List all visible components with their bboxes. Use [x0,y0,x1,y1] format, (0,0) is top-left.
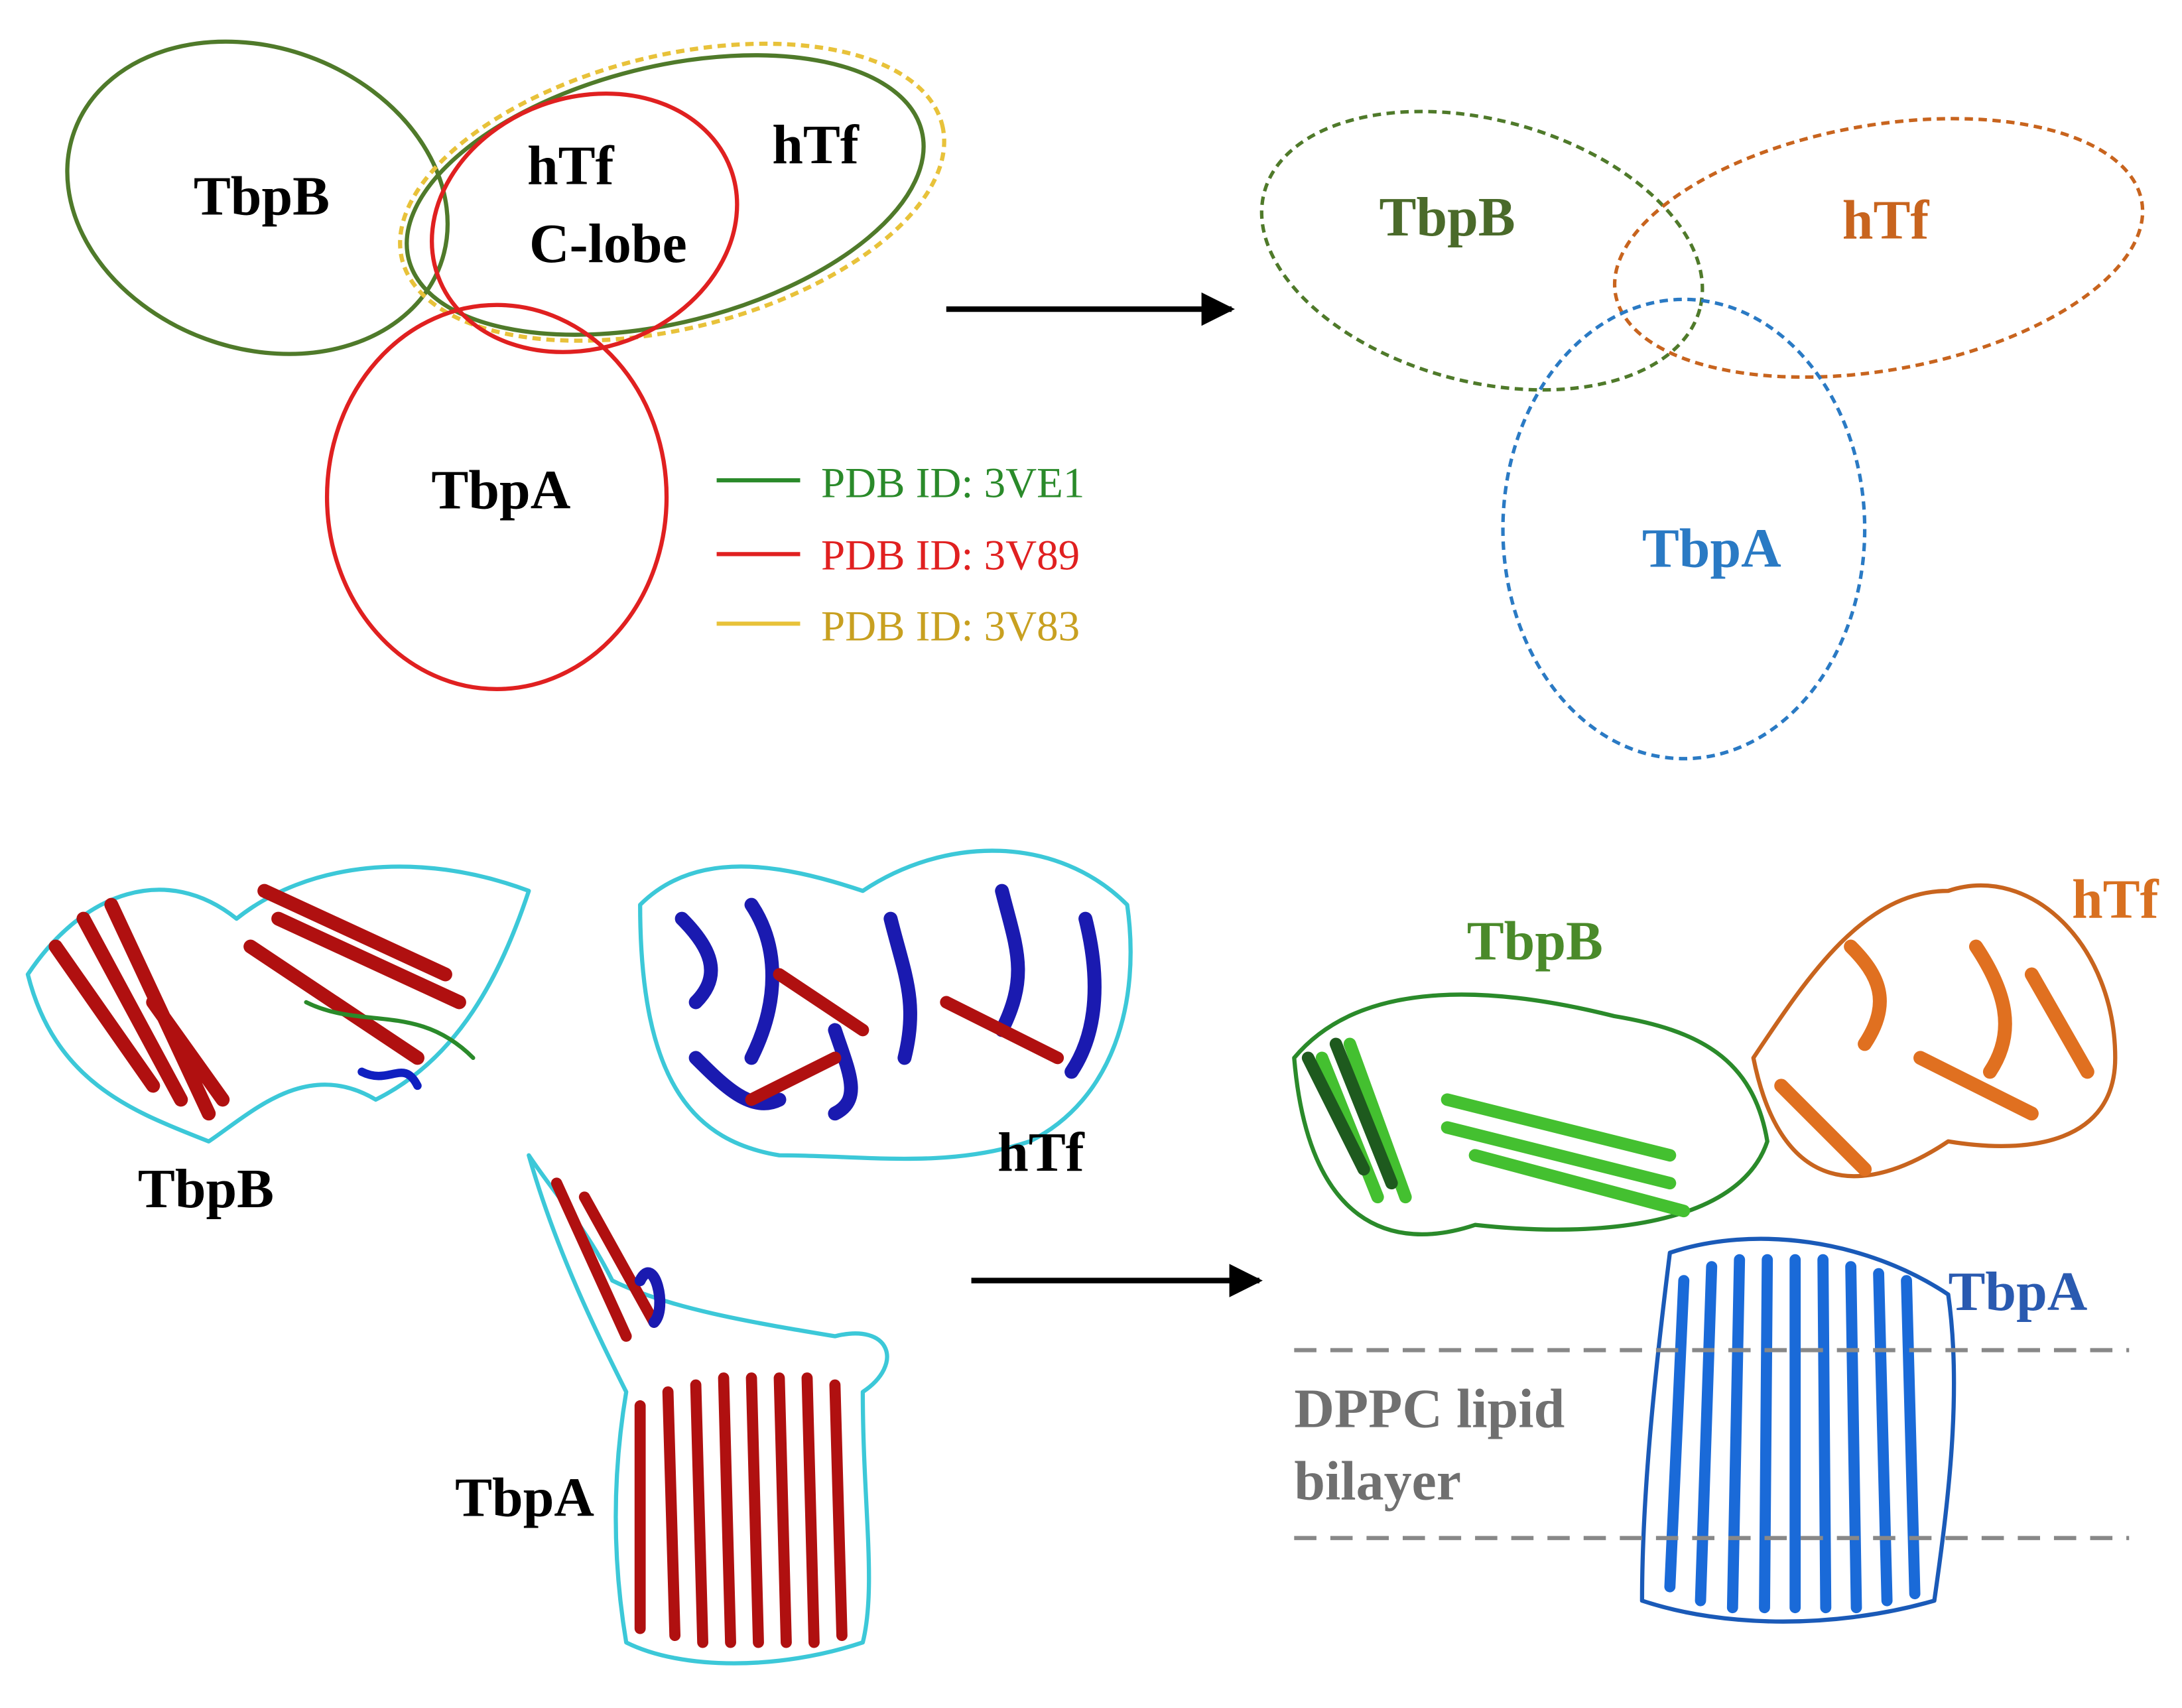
legend-label: PDB ID: 3V89 [821,532,1080,580]
venn-after [1259,109,2145,761]
ellipse-tbpb [65,39,450,356]
legend-label: PDB ID: 3V83 [821,603,1080,651]
label: bilayer [1294,1450,1461,1512]
label: TbpB [1380,186,1515,248]
ellipse-tbpb [1259,109,1704,392]
ellipse-htf [405,53,926,337]
label: TbpA [1948,1261,2087,1323]
label: TbpA [1642,518,1781,580]
label: hTf [997,1122,1085,1183]
structure-complex [1292,883,2118,1624]
label: TbpA [431,459,570,521]
ellipse-tbpa [324,302,669,692]
structure-tbpb [25,864,531,1144]
ellipse-3v83 [398,41,946,343]
ellipse-clobe [430,92,739,354]
label: hTf [527,135,615,197]
legend [716,478,801,626]
structure-tbpa [527,1153,889,1666]
label: hTf [1842,189,1930,251]
structure-htf [638,848,1133,1161]
label: hTf [2072,868,2159,930]
label: DPPC lipid [1294,1378,1565,1439]
label: TbpB [1467,910,1603,972]
label: TbpB [194,166,330,228]
legend-label: PDB ID: 3VE1 [821,460,1084,507]
membrane [1294,1348,2130,1540]
label: TbpB [138,1158,274,1220]
ellipse-htf [1612,117,2145,379]
label: hTf [772,114,860,176]
ellipse-tbpa [1501,297,1867,761]
label: C-lobe [529,213,687,275]
label: TbpA [455,1467,594,1529]
venn-before [65,39,946,692]
